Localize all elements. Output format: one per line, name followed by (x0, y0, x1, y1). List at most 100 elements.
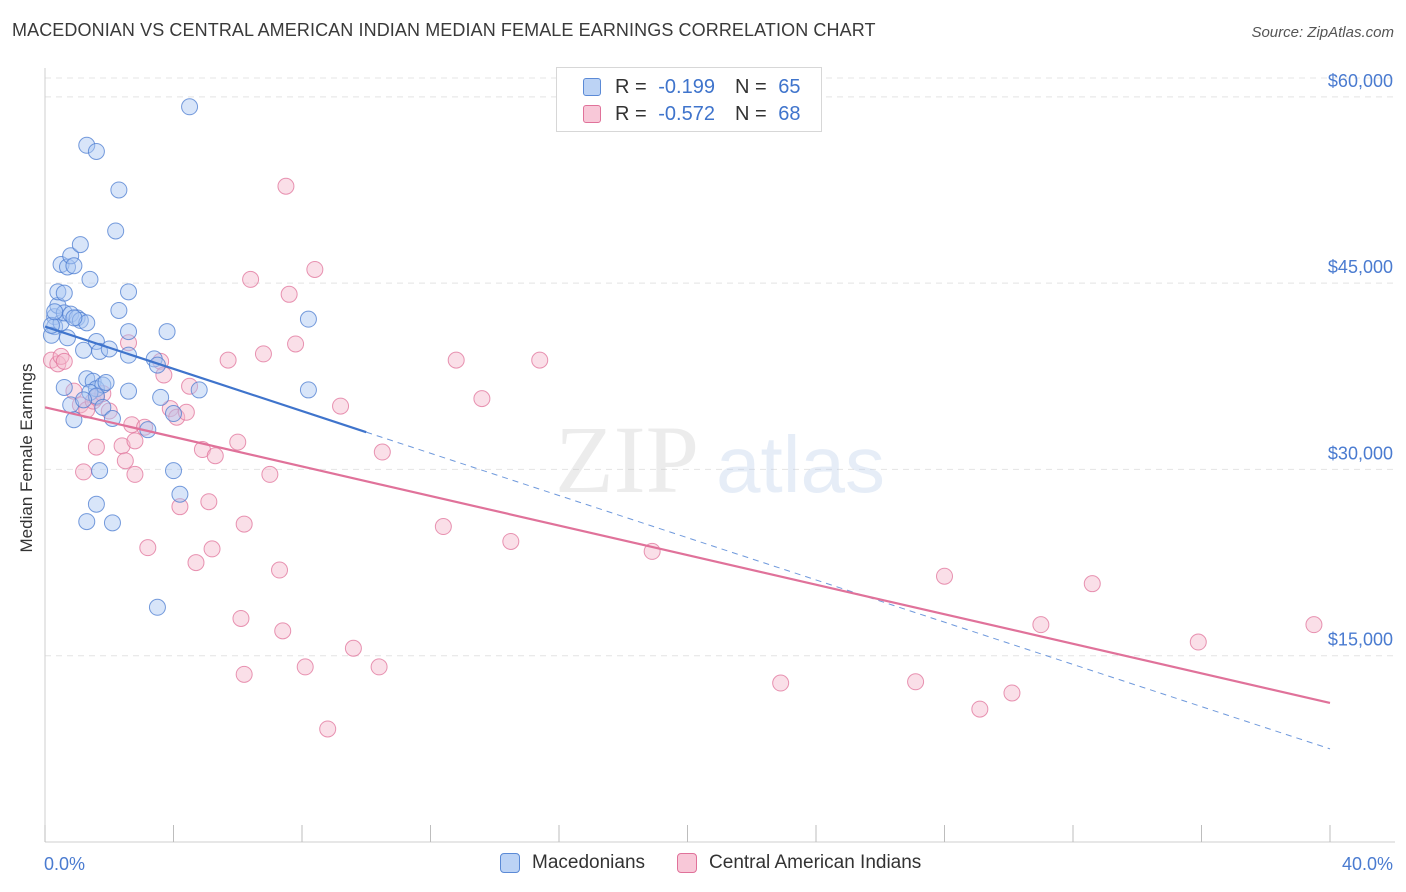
chart-title: MACEDONIAN VS CENTRAL AMERICAN INDIAN ME… (12, 20, 876, 40)
data-point (235, 515, 253, 533)
correlation-legend: R = -0.199 N = 65 R = -0.572 N = 68 (556, 67, 822, 132)
data-point (103, 514, 121, 532)
data-point (177, 403, 195, 421)
data-point (502, 532, 520, 550)
data-point (1083, 575, 1101, 593)
data-point (71, 236, 89, 254)
data-point (87, 438, 105, 456)
data-point (181, 98, 199, 116)
legend-n-label: N = (734, 75, 767, 98)
data-point (447, 351, 465, 369)
data-point (200, 493, 218, 511)
legend-row-central-american-indians: R = -0.572 N = 68 (583, 103, 800, 125)
data-point (1189, 633, 1207, 651)
data-point (46, 303, 64, 321)
y-tick-label: $60,000 (1328, 71, 1393, 91)
data-point (165, 405, 182, 423)
data-point (152, 388, 170, 406)
data-point (907, 673, 925, 691)
data-point (370, 658, 388, 676)
data-point (171, 485, 189, 503)
data-point (299, 310, 317, 328)
data-point (1305, 616, 1323, 634)
data-point (120, 382, 138, 400)
data-point (299, 381, 317, 399)
data-point (139, 539, 157, 557)
x-tick-label: 0.0% (44, 854, 85, 874)
data-point (158, 323, 176, 341)
y-tick-label: $45,000 (1328, 257, 1393, 277)
data-point (332, 397, 350, 415)
legend-label-macedonians: Macedonians (532, 852, 646, 873)
data-point (87, 142, 105, 160)
legend-n-label: N = (734, 102, 767, 125)
data-point (49, 283, 67, 301)
data-point (55, 352, 73, 370)
legend-item-macedonians[interactable]: Macedonians (500, 852, 645, 874)
data-point (94, 398, 112, 416)
data-point (65, 257, 83, 275)
data-point (181, 377, 199, 395)
legend-n-value: 65 (778, 75, 801, 98)
data-point (78, 314, 96, 332)
data-point (473, 390, 491, 408)
data-point (55, 378, 73, 396)
data-point (148, 598, 166, 616)
trend-line-macedonians-extension (366, 431, 1331, 750)
data-point (58, 258, 76, 276)
data-point (107, 222, 125, 240)
legend-r-value: -0.572 (658, 102, 715, 125)
trend-line-macedonians (44, 325, 367, 434)
data-point (434, 518, 452, 536)
data-point (1032, 616, 1050, 634)
data-point (110, 301, 128, 319)
data-point (772, 674, 790, 692)
data-point (52, 347, 70, 365)
y-tick-label: $30,000 (1328, 443, 1393, 463)
data-point (78, 513, 96, 531)
watermark-atlas: atlas (716, 420, 885, 509)
legend-swatch-blue (500, 853, 520, 873)
series-macedonians (42, 98, 317, 616)
data-point (75, 463, 93, 481)
data-point (120, 283, 138, 301)
data-point (271, 561, 289, 579)
data-point (206, 447, 224, 465)
legend-label-central-american-indians: Central American Indians (709, 852, 922, 873)
data-point (171, 498, 189, 516)
watermark-zip: ZIP (555, 406, 699, 513)
data-point (936, 567, 953, 585)
legend-row-macedonians: R = -0.199 N = 65 (583, 76, 800, 98)
trend-lines (44, 325, 1331, 750)
legend-n-value: 68 (778, 102, 801, 125)
x-tick-label: 40.0% (1342, 854, 1393, 874)
data-point (155, 366, 173, 384)
data-point (277, 177, 295, 195)
legend-r-label: R = (615, 75, 647, 98)
data-point (55, 284, 73, 302)
data-point (165, 462, 182, 480)
data-point (344, 639, 362, 657)
data-point (81, 270, 99, 288)
legend-item-central-american-indians[interactable]: Central American Indians (677, 852, 921, 874)
data-point (87, 495, 105, 513)
watermark: ZIP atlas (555, 406, 885, 513)
data-point (65, 309, 83, 327)
data-point (116, 452, 134, 470)
data-point (280, 285, 298, 303)
data-point (306, 260, 324, 278)
data-point (97, 373, 115, 391)
data-point (235, 665, 253, 683)
data-point (1003, 684, 1021, 702)
data-point (161, 400, 179, 418)
data-point (78, 136, 96, 154)
y-axis-title: Median Female Earnings (17, 364, 36, 553)
axes (44, 68, 1395, 843)
data-point (120, 323, 138, 341)
series-central-american-indians (42, 177, 1323, 738)
data-point (229, 433, 247, 451)
data-point (261, 465, 279, 483)
source-label: Source: ZipAtlas.com (1251, 24, 1394, 41)
data-point (274, 622, 292, 640)
data-point (287, 335, 305, 353)
